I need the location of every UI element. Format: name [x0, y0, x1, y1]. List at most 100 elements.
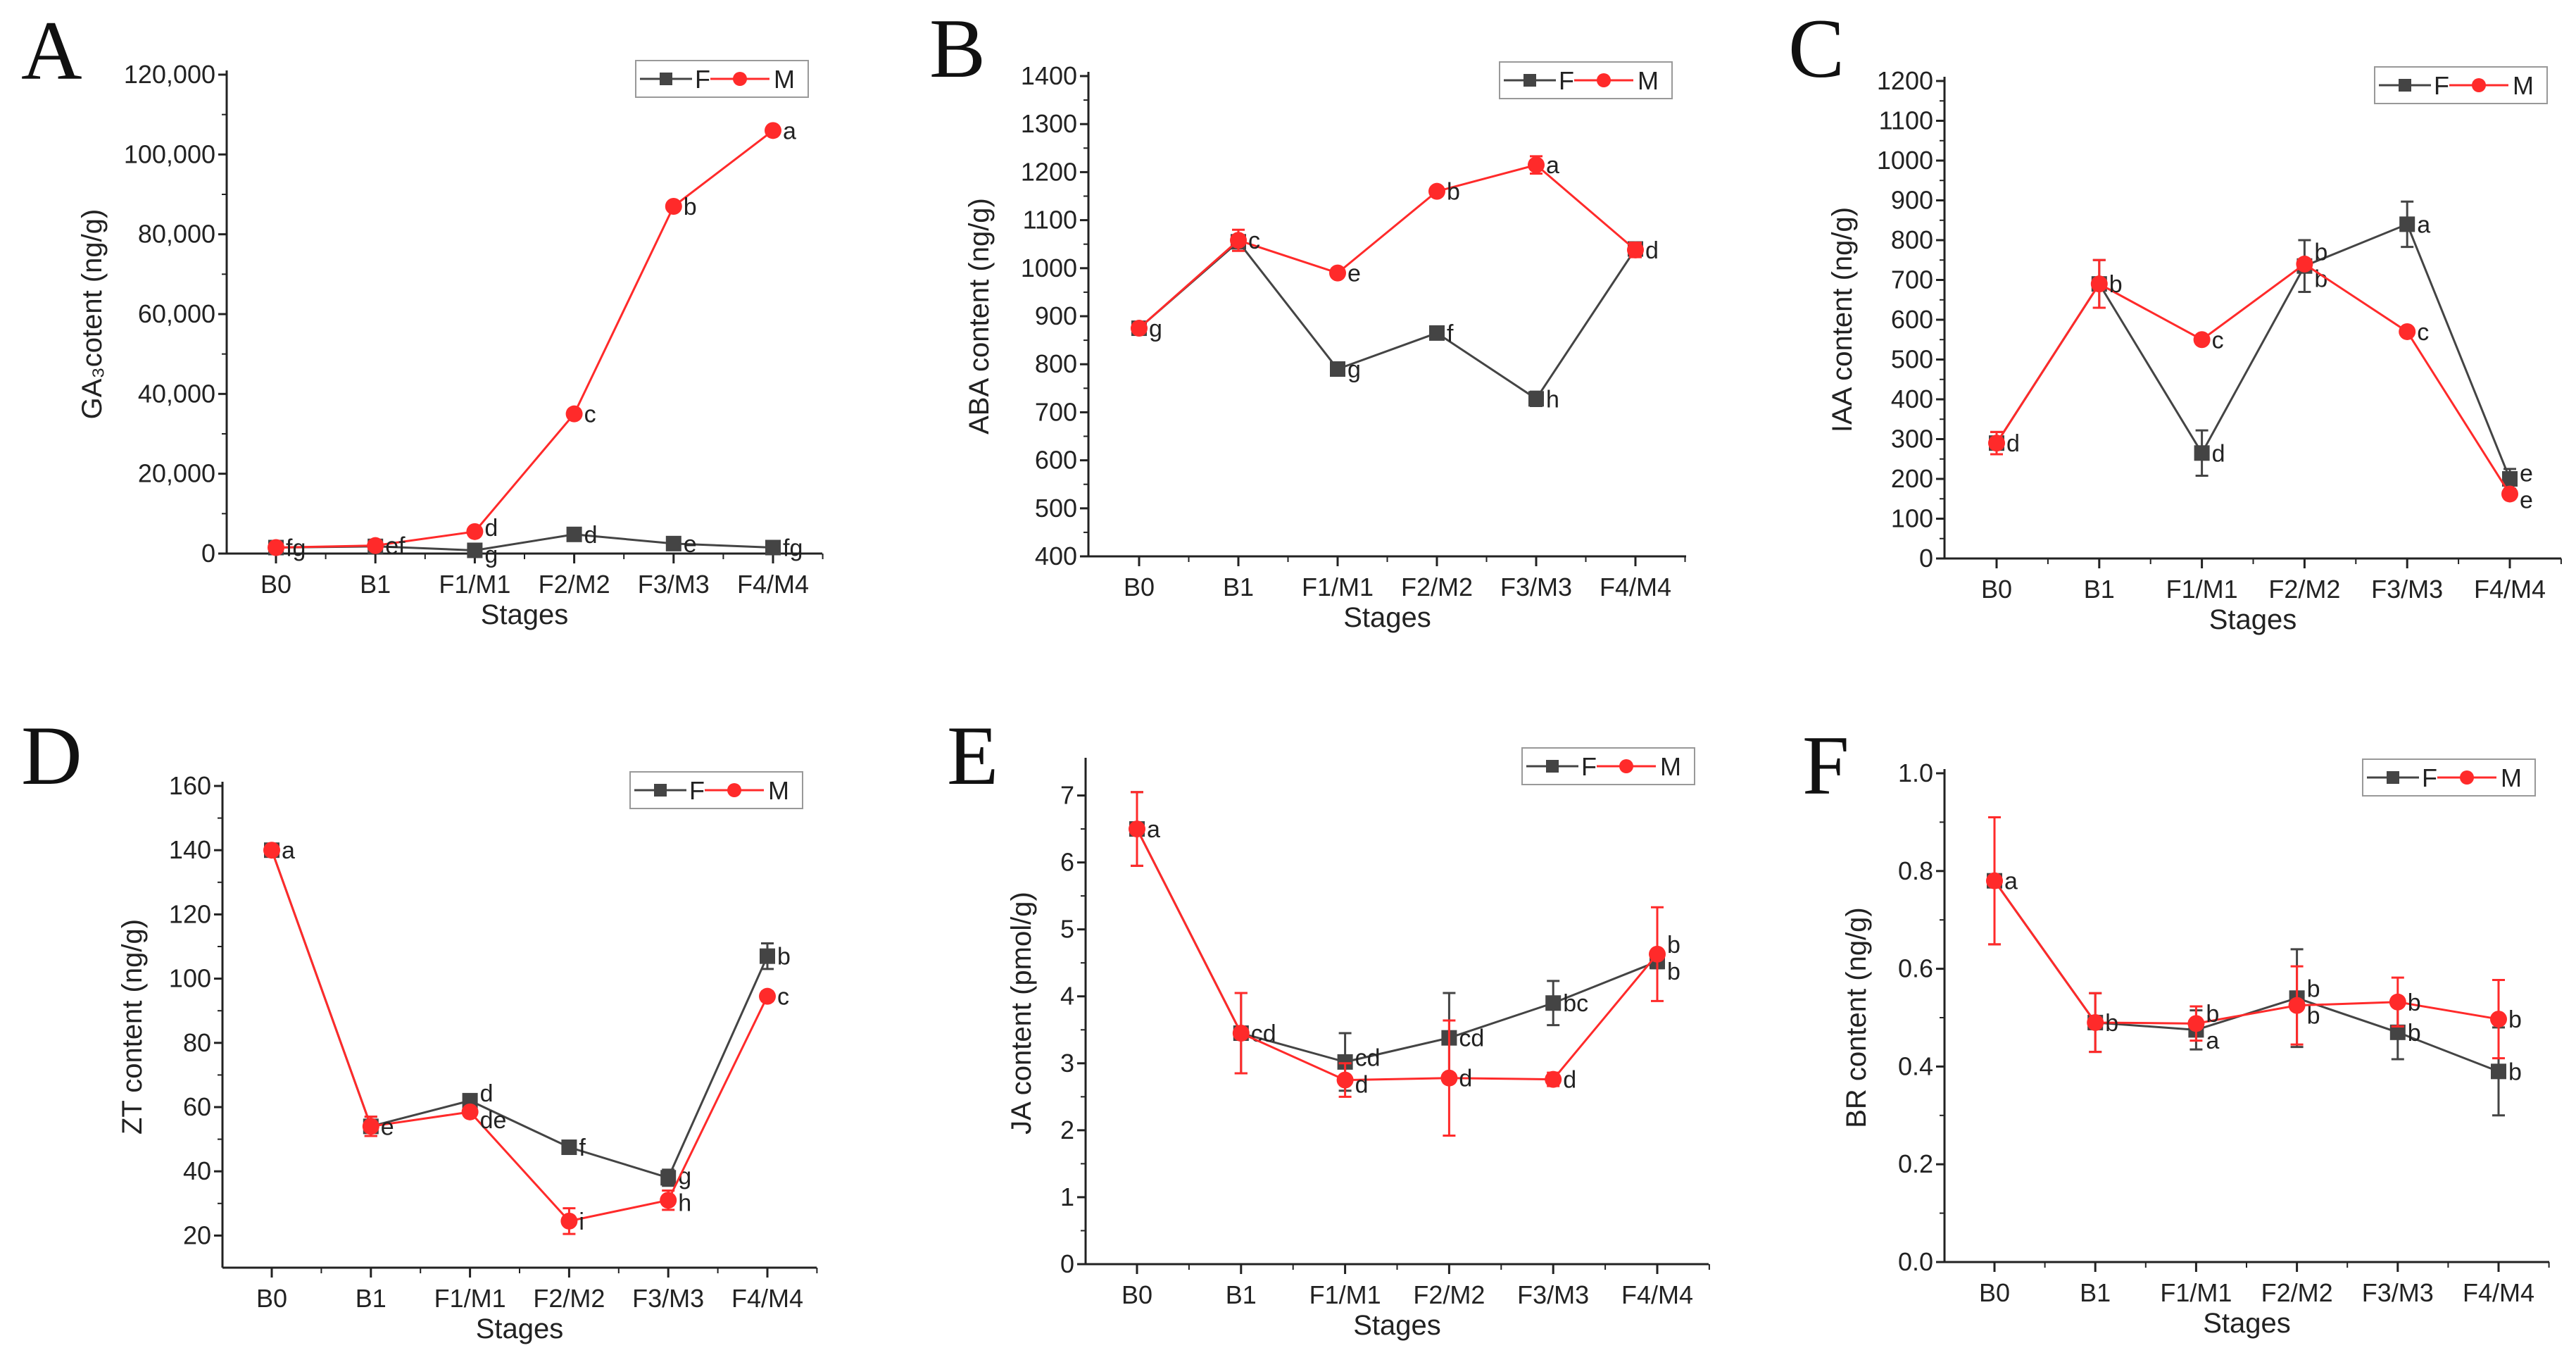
- chart-panel-f: F 0.0 0.2 0.4 0.6 0.8 1.0 B0 B1 F1/M1 F2/M2 F3/M3 F4…: [1802, 718, 2550, 1339]
- data-point-circle: [1329, 264, 1346, 282]
- x-tick-label: B0: [1121, 1280, 1152, 1309]
- y-tick-label: 4: [1060, 982, 1074, 1011]
- data-point-square: [760, 948, 775, 964]
- y-tick-label: 1100: [1023, 206, 1077, 235]
- y-tick-label: 600: [1891, 305, 1933, 334]
- significance-label: fg: [286, 535, 306, 562]
- significance-label: a: [2417, 211, 2430, 238]
- data-point-circle: [268, 539, 284, 556]
- data-point-circle: [2090, 275, 2108, 293]
- chart-panel-b: B 400 500 600 700 800 900 1000 1100 1200 1300 1400 B…: [929, 1, 1686, 633]
- significance-label: cd: [1459, 1025, 1484, 1052]
- legend-label-m: M: [1660, 752, 1681, 781]
- legend-label-f: F: [1559, 66, 1574, 95]
- data-point-square: [561, 1139, 577, 1155]
- data-point-square: [1528, 391, 1544, 407]
- data-point-square: [1337, 1054, 1353, 1070]
- y-tick-label: 7: [1060, 781, 1074, 810]
- x-tick-label: F4/M4: [2474, 575, 2546, 604]
- legend-marker-circle: [733, 72, 747, 86]
- y-axis-title: GA₃cotent (ng/g): [77, 209, 108, 420]
- significance-label: c: [584, 401, 596, 428]
- y-tick-label: 3: [1060, 1049, 1074, 1078]
- significance-label: d: [1645, 237, 1659, 264]
- y-tick-label: 160: [169, 771, 211, 800]
- data-point-square: [1429, 325, 1445, 341]
- data-point-circle: [1232, 1025, 1250, 1042]
- data-point-circle: [2490, 1011, 2507, 1028]
- y-axis-title: JA content (pmol/g): [1006, 892, 1037, 1135]
- legend-box: [2362, 758, 2536, 797]
- y-tick-label: 0.4: [1898, 1051, 1933, 1080]
- significance-label: c: [2212, 327, 2224, 354]
- series-line: [1995, 263, 2511, 495]
- legend-marker-square: [654, 784, 667, 797]
- data-point-circle: [1988, 435, 2005, 452]
- x-tick-label: F3/M3: [632, 1284, 704, 1313]
- chart-panel-a: A 0 20,000 40,000 60,000 80,000 100,000 120,000…: [21, 4, 824, 630]
- significance-label: d: [1459, 1066, 1472, 1092]
- data-point-circle: [461, 1103, 479, 1120]
- data-point-circle: [362, 1118, 379, 1135]
- y-axis-title: ABA content (ng/g): [964, 198, 995, 435]
- y-tick-label: 1100: [1879, 106, 1933, 135]
- data-point-square: [765, 539, 781, 556]
- data-point-square: [2491, 1063, 2506, 1080]
- y-tick-label: 800: [1891, 225, 1933, 254]
- significance-label: fg: [783, 535, 803, 562]
- legend-label-m: M: [2501, 763, 2522, 792]
- x-tick-label: F2/M2: [1413, 1280, 1485, 1309]
- y-tick-label: 1200: [1877, 66, 1933, 95]
- legend-marker-circle: [1619, 759, 1633, 773]
- series-line: [275, 130, 774, 549]
- significance-label: d: [480, 1080, 494, 1107]
- data-point-circle: [1649, 945, 1666, 963]
- data-point-circle: [1129, 820, 1145, 838]
- series-line: [1993, 880, 2499, 1073]
- x-tick-label: F3/M3: [638, 570, 710, 599]
- panel-letter: D: [21, 708, 82, 802]
- x-tick-label: B0: [260, 570, 291, 599]
- significance-label: a: [2004, 868, 2018, 895]
- significance-label: bc: [1563, 990, 1588, 1017]
- legend-label-f: F: [695, 65, 710, 94]
- data-point-circle: [1428, 182, 1445, 200]
- x-axis-title: Stages: [2209, 604, 2297, 635]
- series-f: d b a e: [1989, 200, 2533, 490]
- series-line: [275, 533, 774, 551]
- x-tick-label: F2/M2: [2268, 575, 2340, 604]
- y-tick-label: 800: [1035, 349, 1077, 378]
- data-point-circle: [660, 1192, 677, 1209]
- y-tick-label: 900: [1035, 301, 1077, 330]
- data-point-square: [2502, 471, 2518, 487]
- significance-label: e: [684, 531, 697, 558]
- x-tick-label: B0: [256, 1284, 287, 1313]
- significance-label: a: [1147, 816, 1160, 843]
- y-tick-label: 40,000: [138, 379, 215, 408]
- data-point-circle: [466, 523, 484, 540]
- significance-label: g: [484, 542, 498, 568]
- significance-label: g: [678, 1163, 691, 1189]
- y-tick-label: 0: [201, 539, 215, 568]
- data-point-circle: [1986, 872, 2003, 889]
- significance-label: cd: [1355, 1045, 1381, 1072]
- y-tick-label: 0.8: [1898, 856, 1933, 885]
- data-point-square: [2399, 216, 2415, 232]
- x-tick-label: F1/M1: [2166, 575, 2238, 604]
- significance-label: e: [2520, 487, 2533, 514]
- significance-label: b: [684, 194, 697, 220]
- significance-label: d: [1355, 1072, 1369, 1099]
- x-tick-label: B1: [1226, 1280, 1257, 1309]
- x-tick-label: B1: [356, 1284, 387, 1313]
- legend-label-m: M: [2513, 71, 2534, 100]
- series-line: [270, 849, 769, 1180]
- significance-label: h: [678, 1189, 691, 1216]
- panel-letter: A: [21, 4, 82, 97]
- x-tick-label: B0: [1979, 1278, 2010, 1307]
- data-point-circle: [759, 987, 776, 1005]
- x-tick-label: B1: [1223, 573, 1254, 601]
